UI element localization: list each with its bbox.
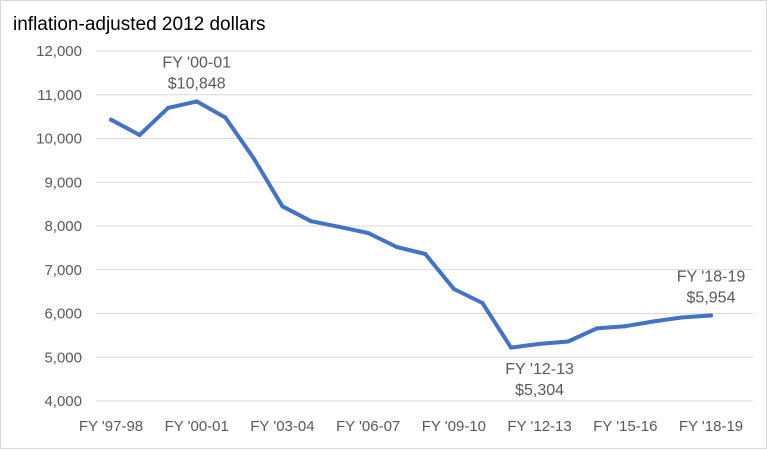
annotation-value: $5,954 [687,290,736,307]
x-tick-label: FY '03-04 [250,418,314,435]
data-point [194,99,199,104]
data-point [394,245,399,249]
gridlines [96,50,753,402]
data-point [623,324,628,329]
y-tick-label: 4,000 [44,393,82,410]
data-point [680,315,685,320]
data-point [137,133,142,137]
data-point [537,341,542,346]
data-point [366,231,371,235]
data-point [594,326,599,331]
y-tick-label: 5,000 [44,349,82,366]
data-point [280,204,285,209]
y-tick-label: 12,000 [36,43,82,60]
data-point [223,115,228,120]
y-tick-label: 7,000 [44,262,82,279]
data-point [423,252,428,256]
data-point [451,287,456,291]
data-point [709,313,713,318]
series [109,99,713,350]
annotation-label: FY '18-19 [677,269,746,286]
x-tick-label: FY '09-10 [422,418,486,435]
chart-title: inflation-adjusted 2012 dollars [13,14,265,35]
data-point [109,117,113,122]
data-point [566,339,571,344]
data-point [509,345,513,350]
annotations: FY '00-01 $10,848 FY '12-13 $5,304 FY '18-19… [162,54,745,399]
annotation-value: $10,848 [168,75,226,92]
data-point [251,156,256,161]
data-point [480,301,485,305]
y-tick-label: 11,000 [37,87,82,104]
data-point [651,319,656,324]
y-tick-label: 9,000 [44,174,82,191]
x-tick-label: FY '18-19 [679,418,743,435]
x-tick-label: FY '15-16 [593,418,657,435]
y-axis-ticks: 4,000 5,000 6,000 7,000 8,000 9,000 10,000 11,0… [36,43,82,410]
y-tick-label: 8,000 [44,218,82,235]
data-point [309,219,313,224]
annotation-label: FY '12-13 [505,361,574,378]
data-point [166,105,171,110]
x-tick-label: FY '12-13 [507,418,571,435]
annotation-label: FY '00-01 [162,54,231,71]
x-tick-label: FY '97-98 [79,418,143,435]
y-tick-label: 10,000 [36,131,82,148]
x-tick-label: FY '06-07 [336,418,400,435]
y-tick-label: 6,000 [44,306,82,323]
x-axis-ticks: FY '97-98 FY '00-01 FY '03-04 FY '06-07 FY '… [79,418,743,435]
data-point [337,224,342,229]
x-tick-label: FY '00-01 [165,418,229,435]
annotation-value: $5,304 [515,382,564,399]
series-line [109,99,713,350]
